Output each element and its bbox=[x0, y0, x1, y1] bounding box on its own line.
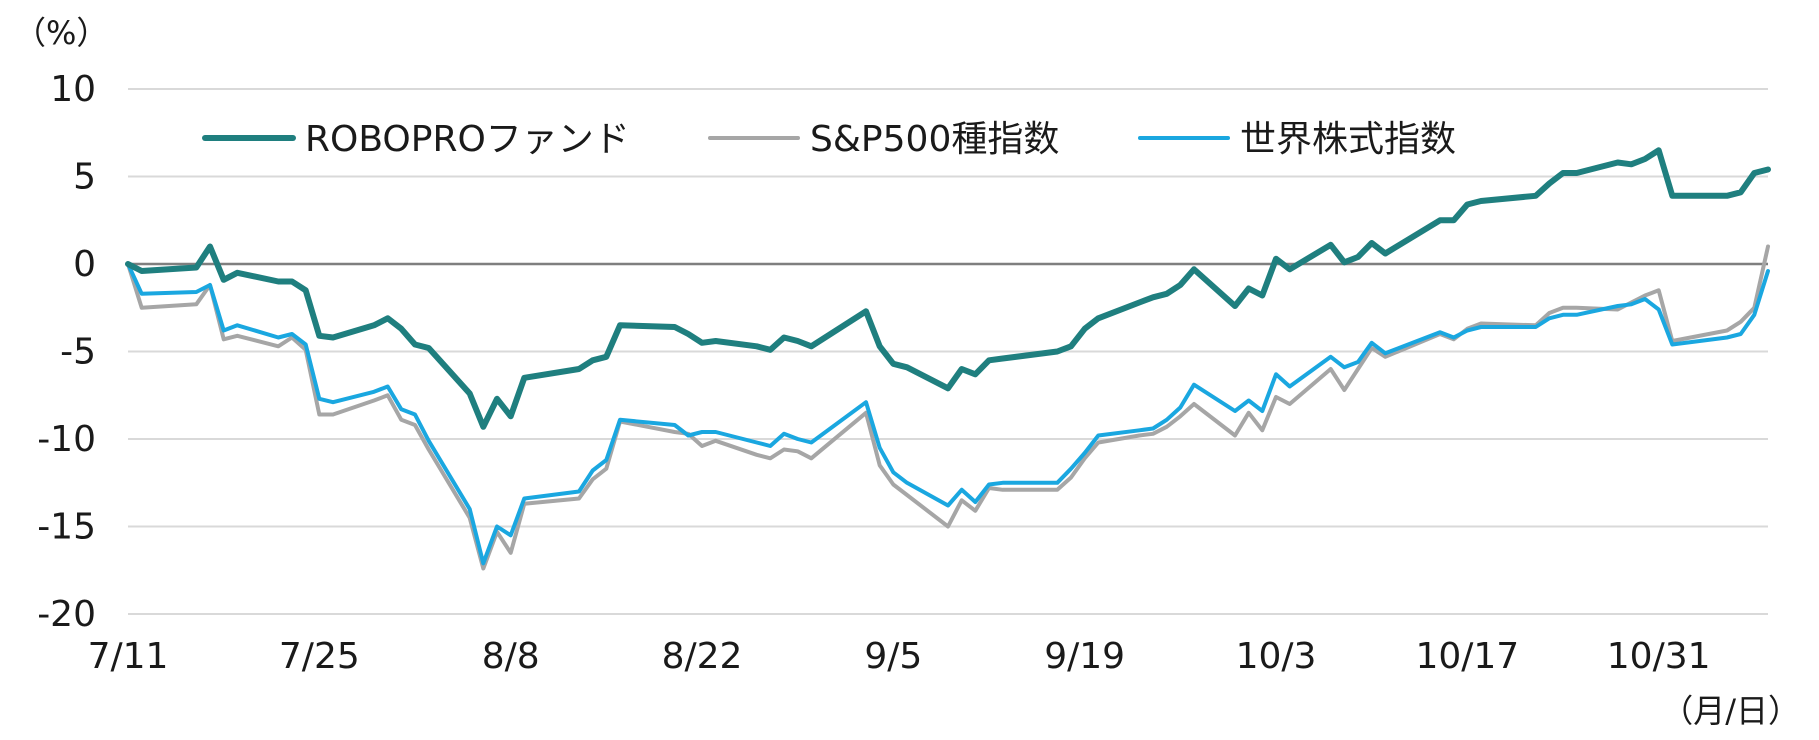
grid bbox=[128, 88, 1768, 615]
legend-label: 世界株式指数 bbox=[1240, 119, 1456, 160]
series-line-0 bbox=[125, 147, 1771, 430]
x-tick-label: 10/17 bbox=[1415, 636, 1519, 677]
y-axis-unit-label: （%） bbox=[14, 14, 108, 52]
x-axis-unit-label: （月/日） bbox=[1661, 692, 1800, 730]
series-line-2 bbox=[126, 262, 1770, 566]
y-tick-label: -5 bbox=[60, 332, 96, 373]
y-tick-label: -10 bbox=[37, 419, 96, 460]
x-tick-label: 7/25 bbox=[279, 636, 360, 677]
x-tick-label: 10/3 bbox=[1236, 636, 1317, 677]
x-tick-label: 7/11 bbox=[88, 636, 169, 677]
x-tick-label: 10/31 bbox=[1607, 636, 1711, 677]
x-tick-label: 9/19 bbox=[1044, 636, 1125, 677]
y-tick-label: 5 bbox=[73, 157, 96, 198]
y-tick-label: 0 bbox=[73, 244, 96, 285]
x-tick-label: 8/22 bbox=[662, 636, 743, 677]
series-line-1 bbox=[126, 244, 1770, 571]
legend: ROBOPROファンド S&P500種指数 世界株式指数 bbox=[202, 119, 1456, 160]
y-tick-label: -20 bbox=[37, 594, 96, 635]
y-tick-label: 10 bbox=[50, 69, 96, 110]
y-axis: 10 5 0 -5 -10 -15 -20 bbox=[37, 69, 96, 635]
x-tick-label: 9/5 bbox=[864, 636, 922, 677]
x-tick-label: 8/8 bbox=[482, 636, 540, 677]
x-axis: 7/11 7/25 8/8 8/22 9/5 9/19 10/3 10/17 10/31 bbox=[88, 636, 1711, 677]
legend-label: ROBOPROファンド bbox=[305, 119, 630, 160]
y-tick-label: -15 bbox=[37, 507, 96, 548]
legend-label: S&P500種指数 bbox=[810, 119, 1059, 160]
series-lines bbox=[125, 147, 1771, 571]
